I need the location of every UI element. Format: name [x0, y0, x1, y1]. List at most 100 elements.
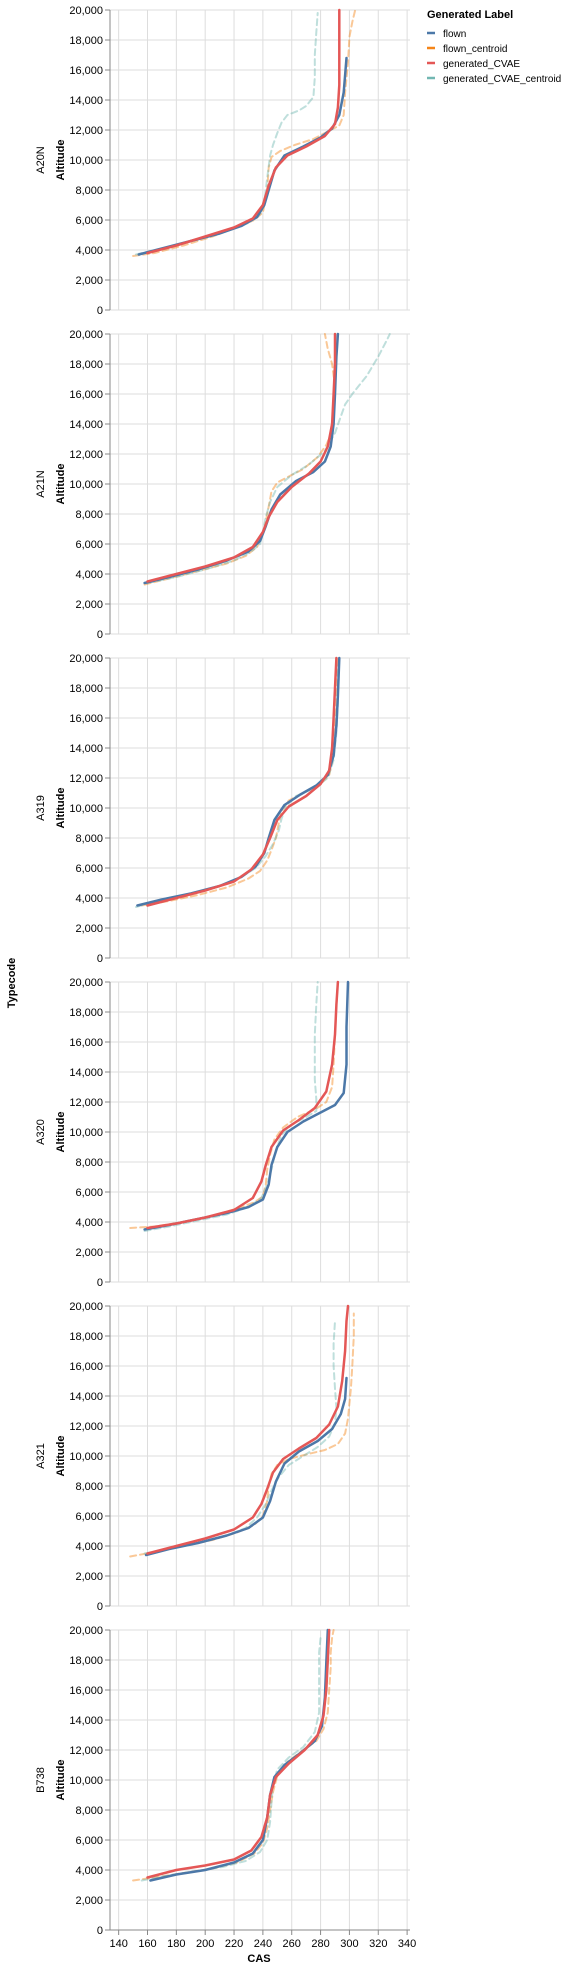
y-tick-label: 4,000 — [75, 1541, 103, 1553]
row-label-a321: A321 — [35, 1443, 47, 1469]
y-tick-label: 16,000 — [69, 1361, 103, 1373]
panel-b738: 0 2,000 4,000 6,000 8,000 10,000 12,000 14,000 1… — [35, 1625, 416, 1950]
y-axis-title: Altitude — [55, 788, 67, 829]
y-tick-label: 4,000 — [75, 245, 103, 257]
row-label-a20n: A20N — [35, 146, 47, 174]
series-line-flown-centroid — [132, 1629, 335, 1882]
y-tick-label: 14,000 — [69, 1067, 103, 1079]
y-axis-title: Altitude — [55, 464, 67, 505]
legend: Generated Label flown flown_centroid gen… — [427, 9, 561, 85]
series-line-generated-cvae-centroid — [146, 333, 391, 584]
y-axis-title: Altitude — [55, 1760, 67, 1801]
y-tick-label: 0 — [97, 1925, 103, 1937]
legend-title: Generated Label — [427, 9, 513, 21]
y-tick-label: 10,000 — [69, 479, 103, 491]
y-tick-label: 2,000 — [75, 923, 103, 935]
y-tick-label: 8,000 — [75, 833, 103, 845]
y-tick-label: 10,000 — [69, 155, 103, 167]
x-tick-label: 180 — [167, 1938, 185, 1950]
y-tick-label: 4,000 — [75, 1217, 103, 1229]
y-tick-label: 20,000 — [69, 1301, 103, 1313]
y-tick-label: 12,000 — [69, 1745, 103, 1757]
x-tick-label: 260 — [283, 1938, 301, 1950]
y-tick-label: 8,000 — [75, 1481, 103, 1493]
y-tick-label: 4,000 — [75, 1865, 103, 1877]
y-tick-label: 4,000 — [75, 893, 103, 905]
y-tick-label: 10,000 — [69, 1775, 103, 1787]
panel-a321: 0 2,000 4,000 6,000 8,000 10,000 12,000 14,000 1… — [35, 1301, 410, 1613]
row-label-b738: B738 — [35, 1767, 47, 1793]
y-tick-label: 16,000 — [69, 1685, 103, 1697]
y-tick-label: 14,000 — [69, 95, 103, 107]
series-line-flown-centroid — [143, 333, 336, 586]
series-line-generated-cvae — [146, 8, 341, 255]
legend-label-generated-cvae: generated_CVAE — [443, 59, 520, 70]
x-tick-label: 280 — [311, 1938, 329, 1950]
y-tick-label: 6,000 — [75, 1511, 103, 1523]
y-tick-label: 12,000 — [69, 125, 103, 137]
y-tick-label: 0 — [97, 305, 103, 317]
row-axis-title: Typecode — [6, 958, 18, 1009]
y-tick-label: 10,000 — [69, 1451, 103, 1463]
x-tick-label: 300 — [340, 1938, 358, 1950]
legend-entry-flown-centroid: flown_centroid — [427, 44, 507, 55]
y-tick-label: 14,000 — [69, 1715, 103, 1727]
y-axis-title: Altitude — [55, 1112, 67, 1153]
series-line-generated-cvae — [146, 332, 337, 583]
y-tick-label: 16,000 — [69, 65, 103, 77]
series-line-generated-cvae-centroid — [135, 657, 341, 908]
y-tick-label: 4,000 — [75, 569, 103, 581]
x-tick-label: 220 — [225, 1938, 243, 1950]
y-tick-label: 20,000 — [69, 329, 103, 341]
y-tick-label: 20,000 — [69, 5, 103, 17]
y-tick-label: 2,000 — [75, 275, 103, 287]
panel-a319: 0 2,000 4,000 6,000 8,000 10,000 12,000 14,000 1… — [35, 653, 410, 965]
y-tick-label: 18,000 — [69, 1331, 103, 1343]
y-tick-label: 18,000 — [69, 35, 103, 47]
y-tick-label: 0 — [97, 953, 103, 965]
legend-entry-generated-cvae: generated_CVAE — [427, 59, 520, 70]
row-label-a320: A320 — [35, 1119, 47, 1145]
y-tick-label: 14,000 — [69, 419, 103, 431]
x-tick-label: 140 — [109, 1938, 127, 1950]
row-label-a21n: A21N — [35, 470, 47, 498]
legend-label-flown-centroid: flown_centroid — [443, 44, 507, 55]
panel-a20n: 0 2,000 4,000 6,000 8,000 10,000 12,000 14,000 1… — [35, 5, 410, 317]
panel-a21n: 0 2,000 4,000 6,000 8,000 10,000 12,000 14,000 1… — [35, 329, 410, 641]
series-line-flown — [144, 1376, 348, 1557]
legend-label-flown: flown — [443, 29, 466, 40]
panels: 0 2,000 4,000 6,000 8,000 10,000 12,000 14,000 1… — [35, 5, 416, 1950]
y-tick-label: 8,000 — [75, 1157, 103, 1169]
y-axis-title: Altitude — [55, 1436, 67, 1477]
y-tick-label: 8,000 — [75, 185, 103, 197]
y-tick-label: 20,000 — [69, 1625, 103, 1637]
series-line-generated-cvae — [146, 980, 340, 1230]
y-tick-label: 18,000 — [69, 359, 103, 371]
series-line-flown — [149, 1628, 330, 1882]
panel-a320: 0 2,000 4,000 6,000 8,000 10,000 12,000 14,000 1… — [35, 977, 410, 1289]
y-tick-label: 12,000 — [69, 1421, 103, 1433]
series-line-generated-cvae-centroid — [135, 12, 319, 256]
series-line-flown-centroid — [132, 9, 357, 257]
y-tick-label: 6,000 — [75, 863, 103, 875]
y-tick-label: 2,000 — [75, 599, 103, 611]
legend-label-generated-cvae-centroid: generated_CVAE_centroid — [443, 74, 561, 85]
x-tick-label: 200 — [196, 1938, 214, 1950]
y-tick-label: 12,000 — [69, 449, 103, 461]
series-line-generated-cvae-centroid — [143, 1320, 338, 1555]
y-tick-label: 0 — [97, 1601, 103, 1613]
series-line-generated-cvae-centroid — [143, 981, 319, 1232]
x-tick-label: 240 — [254, 1938, 272, 1950]
y-tick-label: 2,000 — [75, 1895, 103, 1907]
y-tick-label: 0 — [97, 1277, 103, 1289]
y-tick-label: 12,000 — [69, 773, 103, 785]
y-tick-label: 14,000 — [69, 1391, 103, 1403]
series-line-generated-cvae — [146, 656, 338, 907]
y-tick-label: 16,000 — [69, 713, 103, 725]
legend-entry-flown: flown — [427, 29, 466, 40]
y-tick-label: 6,000 — [75, 215, 103, 227]
y-tick-label: 6,000 — [75, 539, 103, 551]
x-tick-label: 340 — [398, 1938, 416, 1950]
y-tick-label: 14,000 — [69, 743, 103, 755]
